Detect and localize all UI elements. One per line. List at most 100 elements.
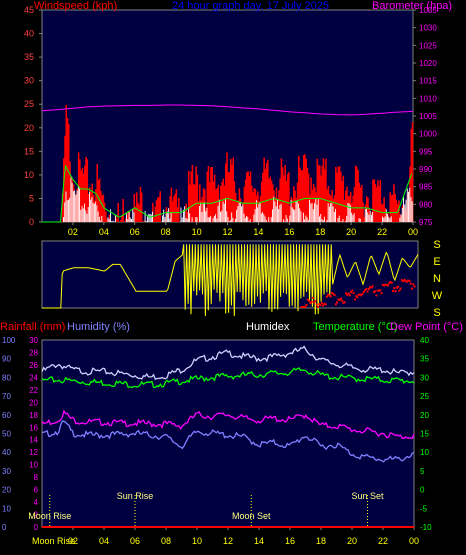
gust-bar <box>175 189 178 222</box>
direction-dot <box>393 287 396 290</box>
gust-bar <box>173 196 175 222</box>
white-bar <box>387 214 388 222</box>
temp-tick-label: 20 <box>420 411 429 420</box>
temp-tick-label: 0 <box>420 486 425 495</box>
gust-bar <box>333 195 336 222</box>
gust-bar <box>207 166 210 222</box>
gust-bar <box>395 200 398 222</box>
gust-bar <box>390 195 393 222</box>
humidity-tick-label: 0 <box>2 523 7 532</box>
direction-dot <box>386 284 389 287</box>
direction-dot <box>360 294 363 297</box>
hour-tick-label: 08 <box>161 227 171 237</box>
white-bar <box>218 199 220 222</box>
white-bar <box>79 188 81 222</box>
direction-dot <box>364 289 367 292</box>
white-bar <box>338 215 340 222</box>
series-temperature-line <box>41 367 415 389</box>
direction-dot <box>367 287 370 290</box>
gust-bar <box>374 184 377 222</box>
white-bar <box>66 200 68 222</box>
white-bar <box>262 211 264 222</box>
gust-bar <box>176 207 179 222</box>
gust-bar <box>140 192 143 222</box>
white-bar <box>101 215 103 222</box>
direction-dot <box>319 304 322 307</box>
white-bar <box>353 213 355 222</box>
white-bar <box>283 219 285 222</box>
direction-dot <box>329 295 332 298</box>
hour-tick-label: 18 <box>316 536 326 546</box>
temperature-title: Temperature (°C) <box>313 321 397 333</box>
white-bar <box>333 211 335 222</box>
white-bar <box>208 217 210 222</box>
white-bar <box>341 221 343 222</box>
wind-average-line <box>42 164 413 223</box>
direction-dot <box>391 289 394 292</box>
gust-bar <box>64 135 66 222</box>
gust-bar <box>190 171 192 222</box>
rain-tick-label: 14 <box>29 436 38 445</box>
rain-tick-label: 18 <box>29 411 38 420</box>
direction-label: S <box>433 239 440 251</box>
white-bar <box>367 212 369 222</box>
gust-bar <box>358 182 361 222</box>
white-bar <box>161 215 163 222</box>
gust-bar <box>262 172 264 222</box>
temp-tick-label: -10 <box>420 523 432 532</box>
wind-tick-label: 35 <box>24 52 34 62</box>
hour-tick-label: 06 <box>130 227 140 237</box>
white-bar <box>189 213 191 222</box>
direction-label: S <box>433 307 440 319</box>
gust-bar <box>341 181 343 222</box>
gust-bar <box>194 184 196 222</box>
gust-bar <box>116 218 118 222</box>
baro-tick-label: 1020 <box>419 59 437 68</box>
gust-bar <box>195 166 197 222</box>
gust-bar <box>137 202 139 222</box>
white-bar <box>358 218 360 222</box>
gust-bar <box>234 192 237 222</box>
direction-dot <box>398 289 401 292</box>
white-bar <box>409 187 411 222</box>
direction-dot <box>315 303 318 306</box>
gust-bar <box>293 186 295 222</box>
white-bar <box>321 219 323 222</box>
gust-bar <box>101 195 103 222</box>
temp-tick-label: 15 <box>420 430 429 439</box>
gust-bar <box>135 192 138 222</box>
white-bar <box>97 211 99 222</box>
gust-bar <box>208 182 211 222</box>
white-bar <box>399 217 401 222</box>
direction-dot <box>402 280 405 283</box>
temp-tick-label: 10 <box>420 448 429 457</box>
white-bar <box>332 206 334 222</box>
white-bar <box>268 217 270 222</box>
temp-tick-label: 30 <box>420 373 429 382</box>
direction-dot <box>351 289 354 292</box>
white-bar <box>128 210 130 222</box>
white-bar <box>163 209 165 222</box>
gust-bar <box>353 187 356 222</box>
humidity-title: Humidity (%) <box>67 321 130 333</box>
gust-bar <box>196 174 199 222</box>
wind-tick-label: 0 <box>29 217 34 227</box>
direction-dot <box>399 287 402 290</box>
gust-bar <box>268 178 270 222</box>
direction-dot <box>328 294 331 297</box>
hour-tick-label: 16 <box>285 536 295 546</box>
gust-bar <box>257 191 259 222</box>
direction-dot <box>304 306 307 308</box>
direction-dot <box>309 302 312 305</box>
rain-tick-label: 8 <box>34 473 39 482</box>
gust-bar <box>264 169 267 222</box>
gust-bar <box>124 218 127 222</box>
direction-dot <box>347 292 350 295</box>
rain-tick-label: 16 <box>29 423 38 432</box>
white-bar <box>289 215 291 222</box>
gust-bar <box>171 201 174 222</box>
white-bar <box>390 216 392 222</box>
gust-bar <box>97 179 100 222</box>
direction-dot <box>372 291 375 294</box>
temp-tick-label: 25 <box>420 392 429 401</box>
